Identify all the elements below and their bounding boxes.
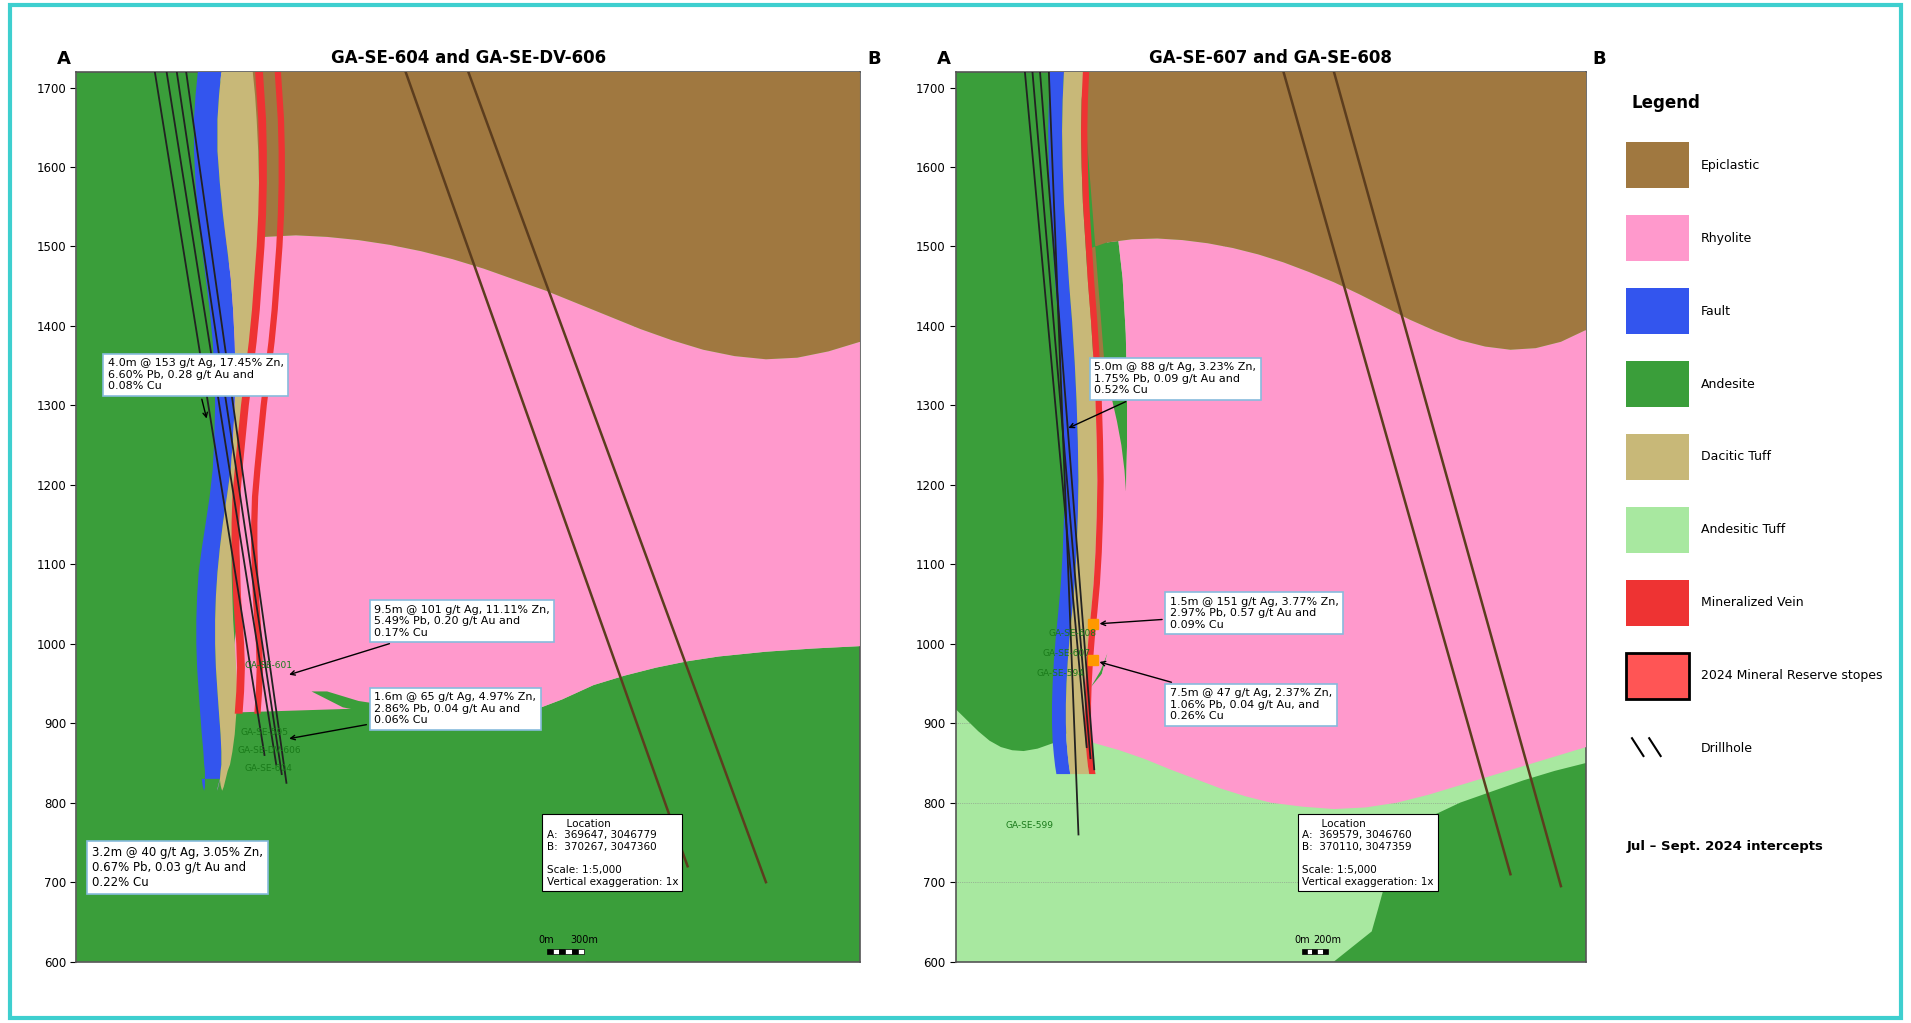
Bar	[1626, 580, 1689, 626]
Text: Legend: Legend	[1632, 94, 1701, 112]
Text: Andesitic Tuff: Andesitic Tuff	[1701, 524, 1785, 536]
Polygon shape	[585, 763, 860, 962]
Title: GA-SE-607 and GA-SE-608: GA-SE-607 and GA-SE-608	[1149, 49, 1393, 68]
Polygon shape	[311, 692, 499, 715]
Polygon shape	[195, 72, 235, 791]
Text: B: B	[1592, 50, 1605, 69]
Polygon shape	[222, 235, 860, 723]
Bar	[1317, 949, 1322, 953]
Bar	[547, 949, 552, 953]
Text: 2024 Mineral Reserve stopes: 2024 Mineral Reserve stopes	[1701, 669, 1882, 682]
Text: 1.6m @ 65 g/t Ag, 4.97% Zn,
2.86% Pb, 0.04 g/t Au and
0.06% Cu: 1.6m @ 65 g/t Ag, 4.97% Zn, 2.86% Pb, 0.…	[290, 692, 537, 740]
Text: Drillhole: Drillhole	[1701, 743, 1752, 755]
Bar	[577, 949, 585, 953]
Text: A: A	[936, 50, 950, 69]
Bar	[571, 949, 577, 953]
Bar	[1307, 949, 1313, 953]
Polygon shape	[1082, 72, 1105, 774]
Text: Epiclastic: Epiclastic	[1701, 159, 1760, 172]
Title: GA-SE-604 and GA-SE-DV-606: GA-SE-604 and GA-SE-DV-606	[331, 49, 606, 68]
Polygon shape	[1082, 72, 1586, 379]
Polygon shape	[216, 72, 260, 791]
Polygon shape	[76, 72, 860, 359]
Text: 0m: 0m	[539, 935, 554, 945]
Text: Andesite: Andesite	[1701, 377, 1756, 391]
Text: 4.0m @ 153 g/t Ag, 17.45% Zn,
6.60% Pb, 0.28 g/t Au and
0.08% Cu: 4.0m @ 153 g/t Ag, 17.45% Zn, 6.60% Pb, …	[107, 358, 283, 417]
Text: Fault: Fault	[1701, 305, 1731, 317]
Text: GA-SE-608: GA-SE-608	[1049, 629, 1097, 637]
Text: 1.5m @ 151 g/t Ag, 3.77% Zn,
2.97% Pb, 0.57 g/t Au and
0.09% Cu: 1.5m @ 151 g/t Ag, 3.77% Zn, 2.97% Pb, 0…	[1101, 596, 1340, 630]
Text: GA-SE-DV-606: GA-SE-DV-606	[237, 747, 300, 755]
Text: 300m: 300m	[569, 935, 598, 945]
Bar	[1626, 215, 1689, 261]
Bar	[1313, 949, 1317, 953]
Bar	[1626, 142, 1689, 188]
Bar	[1626, 361, 1689, 407]
Bar	[1322, 949, 1328, 953]
Text: GA-SE-595: GA-SE-595	[241, 728, 289, 738]
Bar	[560, 949, 566, 953]
Text: 5.0m @ 88 g/t Ag, 3.23% Zn,
1.75% Pb, 0.09 g/t Au and
0.52% Cu: 5.0m @ 88 g/t Ag, 3.23% Zn, 1.75% Pb, 0.…	[1070, 362, 1256, 428]
Text: A: A	[57, 50, 71, 69]
Bar	[1626, 653, 1689, 699]
Text: Location
A:  369579, 3046760
B:  370110, 3047359

Scale: 1:5,000
Vertical exagge: Location A: 369579, 3046760 B: 370110, 3…	[1303, 818, 1433, 887]
Text: 0m: 0m	[1294, 935, 1311, 945]
Polygon shape	[1049, 72, 1078, 774]
Text: Jul – Sept. 2024 intercepts: Jul – Sept. 2024 intercepts	[1626, 840, 1823, 853]
Polygon shape	[1072, 167, 1586, 809]
Text: 9.5m @ 101 g/t Ag, 11.11% Zn,
5.49% Pb, 0.20 g/t Au and
0.17% Cu: 9.5m @ 101 g/t Ag, 11.11% Zn, 5.49% Pb, …	[290, 605, 550, 675]
Text: 200m: 200m	[1313, 935, 1342, 945]
Bar	[566, 949, 571, 953]
Text: GA-SE-594: GA-SE-594	[1036, 669, 1084, 677]
Text: B: B	[868, 50, 881, 69]
Polygon shape	[250, 72, 285, 714]
Text: Mineralized Vein: Mineralized Vein	[1701, 596, 1804, 610]
Bar	[1626, 287, 1689, 335]
Text: Location
A:  369647, 3046779
B:  370267, 3047360

Scale: 1:5,000
Vertical exagge: Location A: 369647, 3046779 B: 370267, 3…	[547, 818, 678, 887]
Polygon shape	[231, 72, 268, 714]
Text: GA-SE-601: GA-SE-601	[245, 661, 292, 670]
Polygon shape	[1063, 72, 1097, 774]
Polygon shape	[76, 72, 860, 962]
Text: 3.2m @ 40 g/t Ag, 3.05% Zn,
0.67% Pb, 0.03 g/t Au and
0.22% Cu: 3.2m @ 40 g/t Ag, 3.05% Zn, 0.67% Pb, 0.…	[92, 846, 264, 889]
Text: Rhyolite: Rhyolite	[1701, 231, 1752, 244]
Text: GA-SE-607: GA-SE-607	[1043, 649, 1091, 658]
Polygon shape	[956, 72, 1127, 962]
Text: Dacitic Tuff: Dacitic Tuff	[1701, 450, 1771, 463]
Bar	[552, 949, 560, 953]
Bar	[1626, 434, 1689, 480]
Text: 7.5m @ 47 g/t Ag, 2.37% Zn,
1.06% Pb, 0.04 g/t Au, and
0.26% Cu: 7.5m @ 47 g/t Ag, 2.37% Zn, 1.06% Pb, 0.…	[1101, 662, 1332, 721]
Bar	[1303, 949, 1307, 953]
Text: GA-SE-604: GA-SE-604	[245, 764, 292, 773]
Polygon shape	[1334, 763, 1586, 962]
Bar	[1626, 506, 1689, 553]
Text: GA-SE-599: GA-SE-599	[1005, 821, 1055, 830]
